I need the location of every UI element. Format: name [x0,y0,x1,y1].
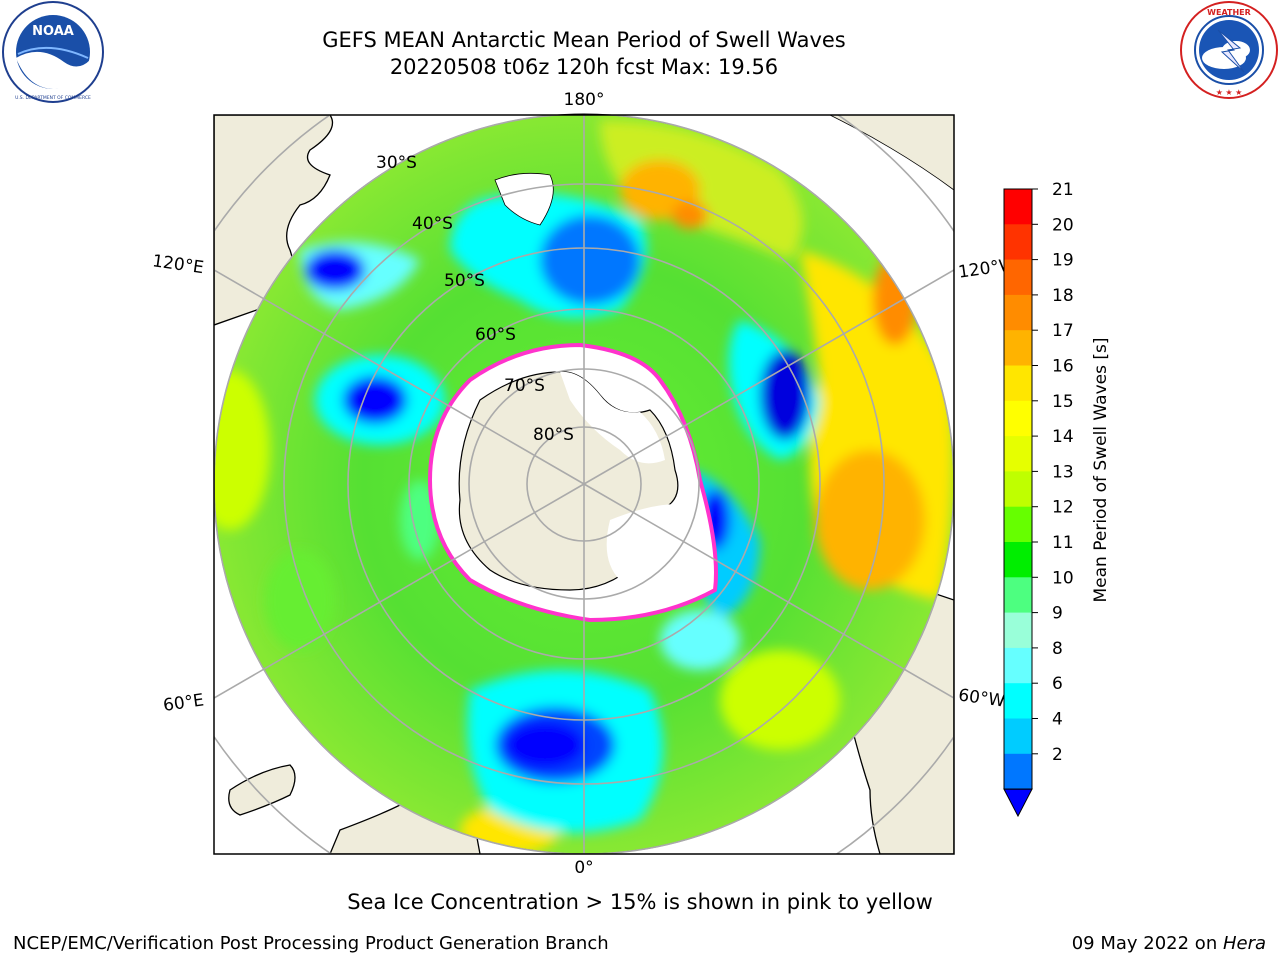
colorbar-swatch [1004,647,1032,684]
svg-text:WEATHER: WEATHER [1207,8,1251,17]
colorbar-swatch [1004,330,1032,366]
colorbar-swatch [1004,436,1032,472]
colorbar-tick-label: 14 [1052,427,1074,447]
colorbar-swatch [1004,506,1032,543]
lat-label-50s: 50°S [444,271,485,291]
colorbar-swatch [1004,400,1032,437]
colorbar-underflow-arrow [1003,788,1033,818]
colorbar-tick-label: 12 [1052,498,1074,518]
colorbar-label: Mean Period of Swell Waves [s] [1091,338,1111,603]
lat-label-70s: 70°S [504,376,545,396]
colorbar-frame [1003,188,1033,790]
svg-text:NOAA: NOAA [32,24,74,39]
colorbar-tick-label: 20 [1052,215,1074,235]
nws-logo: WEATHER ★ ★ ★ [1180,1,1278,99]
colorbar-tick-label: 8 [1052,639,1063,659]
sea-ice-note: Sea Ice Concentration > 15% is shown in … [347,890,933,914]
colorbar-tick-label: 21 [1052,180,1074,200]
colorbar-tick-label: 17 [1052,321,1074,341]
map-title: GEFS MEAN Antarctic Mean Period of Swell… [322,28,846,52]
colorbar-swatch [1004,294,1032,331]
lat-label-30s: 30°S [376,153,417,173]
colorbar-swatch [1004,189,1032,225]
map-frame [213,114,955,855]
colorbar-swatch [1004,577,1032,614]
lat-label-40s: 40°S [412,214,453,234]
lon-label-60e: 60°E [162,690,205,715]
colorbar-swatch [1004,718,1032,755]
map-subtitle: 20220508 t06z 120h fcst Max: 19.56 [389,55,779,79]
lon-label-0: 0° [574,858,593,878]
colorbar-tick-label: 11 [1052,533,1074,553]
colorbar-swatch [1004,612,1032,649]
colorbar-tick-label: 19 [1052,251,1074,271]
svg-text:★ ★ ★: ★ ★ ★ [1216,88,1243,97]
colorbar-swatch [1004,224,1032,261]
colorbar-tick-label: 9 [1052,604,1063,624]
footer-date-text: 09 May 2022 on [1071,933,1223,954]
gridlines [214,115,954,854]
lon-label-60w: 60°W [957,685,1006,711]
colorbar-tick-label: 18 [1052,286,1074,306]
footer-date: 09 May 2022 on Hera [1072,933,1266,954]
svg-text:U.S. DEPARTMENT OF COMMERCE: U.S. DEPARTMENT OF COMMERCE [15,95,91,101]
colorbar-tick-label: 16 [1052,357,1074,377]
lon-label-180: 180° [564,90,605,110]
colorbar: 21 20 19 18 17 16 15 14 13 12 11 10 9 8 6 4 2 [1003,180,1074,818]
colorbar-swatch [1004,753,1032,790]
lon-label-120e: 120°E [151,251,205,278]
colorbar-swatch [1004,365,1032,402]
colorbar-tick-label: 10 [1052,568,1074,588]
colorbar-tick-label: 2 [1052,745,1063,765]
colorbar-tick-label: 15 [1052,392,1074,412]
lat-label-80s: 80°S [533,425,574,445]
lat-label-60s: 60°S [475,325,516,345]
colorbar-swatch [1004,683,1032,719]
colorbar-swatch [1004,259,1032,296]
colorbar-tick-label: 6 [1052,674,1063,694]
colorbar-tick-label: 13 [1052,462,1074,482]
colorbar-swatch [1004,471,1032,508]
footer-credit: NCEP/EMC/Verification Post Processing Pr… [13,933,609,954]
noaa-logo: NOAA U.S. DEPARTMENT OF COMMERCE [2,1,104,103]
footer-host: Hera [1222,933,1266,954]
colorbar-tick-label: 4 [1052,710,1063,730]
colorbar-swatch [1004,542,1032,578]
